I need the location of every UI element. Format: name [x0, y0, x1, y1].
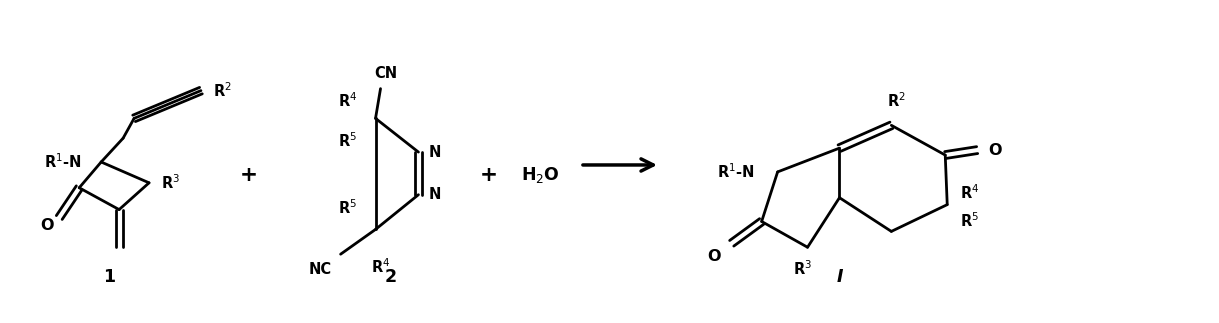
- Text: +: +: [479, 165, 497, 185]
- Text: R$^4$: R$^4$: [371, 258, 390, 276]
- Text: I: I: [836, 268, 842, 286]
- Text: H$_2$O: H$_2$O: [521, 165, 560, 185]
- Text: R$^2$: R$^2$: [887, 91, 906, 110]
- Text: O: O: [989, 142, 1002, 158]
- Text: R$^5$: R$^5$: [338, 198, 357, 217]
- Text: +: +: [240, 165, 258, 185]
- Text: 1: 1: [104, 268, 116, 286]
- Text: R$^3$: R$^3$: [161, 173, 180, 192]
- Text: O: O: [707, 249, 720, 264]
- Text: 2: 2: [384, 268, 396, 286]
- Text: R$^3$: R$^3$: [794, 260, 812, 278]
- Text: R$^4$: R$^4$: [338, 91, 357, 110]
- Text: N: N: [428, 187, 441, 202]
- Text: O: O: [40, 218, 54, 233]
- Text: CN: CN: [374, 66, 397, 81]
- Text: R$^5$: R$^5$: [959, 211, 979, 230]
- Text: R$^1$-N: R$^1$-N: [717, 162, 755, 181]
- Text: R$^5$: R$^5$: [338, 131, 357, 150]
- Text: N: N: [428, 145, 441, 160]
- Text: R$^1$-N: R$^1$-N: [45, 153, 82, 171]
- Text: R$^4$: R$^4$: [959, 183, 979, 202]
- Text: NC: NC: [310, 262, 333, 276]
- Text: R$^2$: R$^2$: [213, 81, 233, 100]
